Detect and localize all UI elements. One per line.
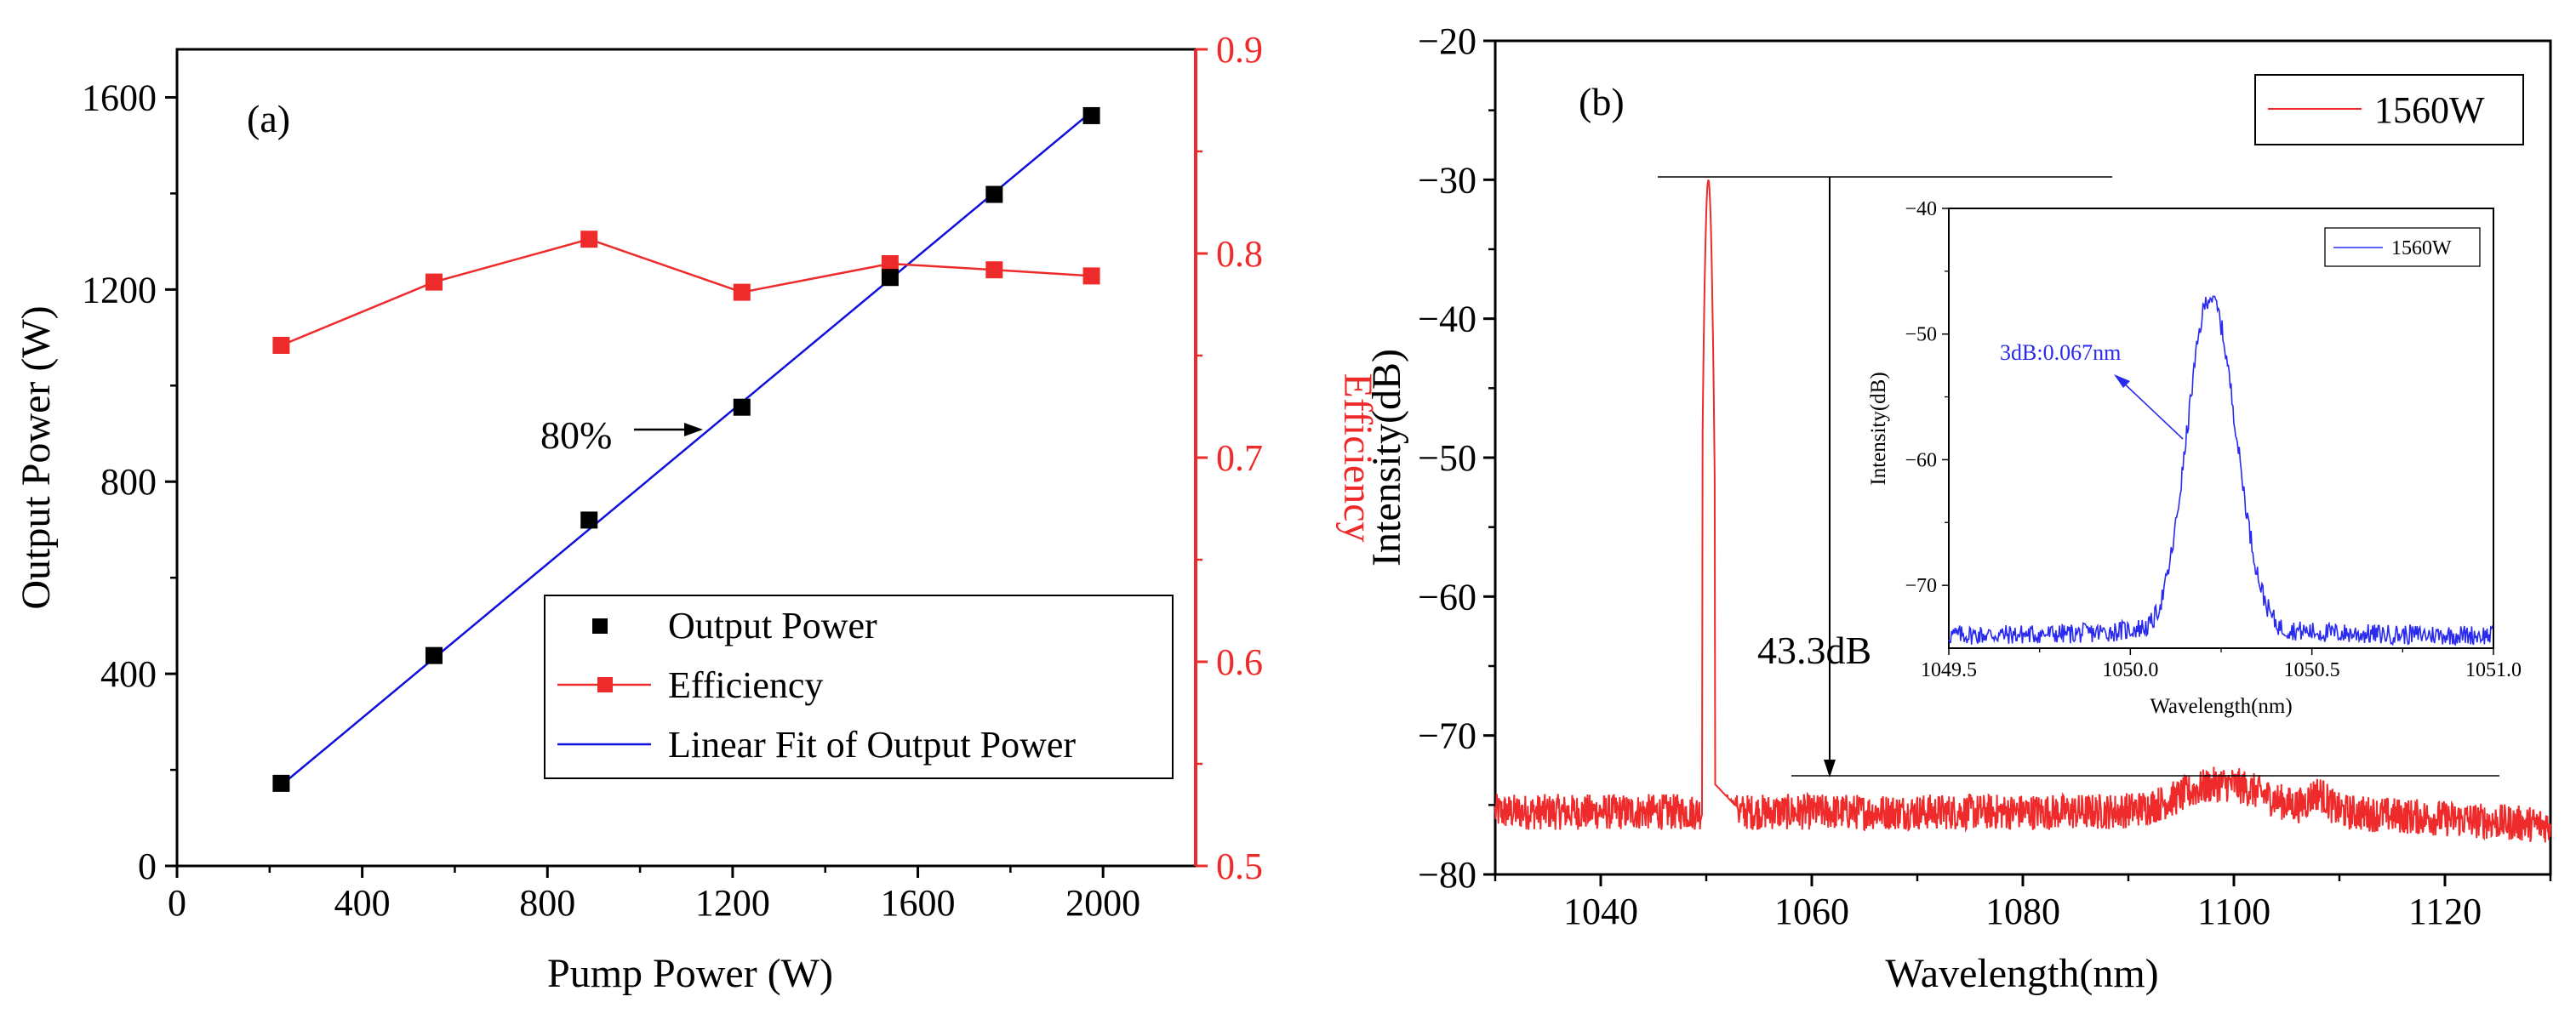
y2-tick-label: 0.9 [1216,29,1263,71]
inset-frame [1948,208,2494,649]
inset-annotation-arrow-line [2120,379,2184,440]
x-tick-label: 1080 [1985,891,2060,932]
efficiency-line [280,237,1092,347]
output-power-point [580,511,598,529]
inset-y-tick-label: −70 [1905,575,1937,597]
x-tick-label: 0 [168,882,186,924]
annotation-arrow-head [684,423,703,436]
efficiency-series [272,231,1100,354]
osnr-arrow-head [1824,760,1836,777]
panel-a-ticks: 0 400 800 1200 1600 2000 0 400 800 1200 1600 0.5 0.6… [82,29,1263,924]
y-tick-label: −60 [1418,576,1476,618]
y-tick-label: 0 [138,846,157,887]
inset-ticks: 1049.5 1050.0 1050.5 1051.0 −70 −60 −50 −40 [1905,198,2522,681]
y-tick-label: −80 [1418,854,1476,896]
x-tick-label: 400 [334,882,391,924]
inset-y-tick-label: −50 [1905,324,1937,346]
inset-y-axis-title: Intensity(dB) [1867,372,1890,485]
linear-fit-line [280,111,1093,787]
y-tick-label: 800 [100,461,157,503]
y-tick-label: −30 [1418,159,1476,201]
inset-x-axis-title: Wavelength(nm) [2150,695,2292,718]
y-tick-label: 400 [100,653,157,695]
panel-b-inset: 1049.5 1050.0 1050.5 1051.0 −70 −60 −50 −40 156… [1867,198,2522,718]
inset-spectrum-line [1948,295,2493,646]
efficiency-point [985,261,1003,279]
x-tick-label: 1600 [881,882,956,924]
panel-b-label: (b) [1579,80,1625,123]
y2-axis-title: Efficiency [1335,373,1380,542]
efficiency-point [425,273,443,291]
output-power-point [272,774,290,792]
y2-tick-label: 0.5 [1216,846,1263,887]
legend-1560w-label: 1560W [2374,89,2485,131]
legend-efficiency-label: Efficiency [668,664,823,706]
x-tick-label: 1200 [695,882,770,924]
y2-tick-label: 0.8 [1216,233,1263,275]
efficiency-point [733,283,751,301]
spectrum-1560w-line [1494,179,2551,843]
inset-legend-box [2324,227,2481,267]
y-tick-label: −20 [1418,20,1476,62]
efficiency-point [580,231,598,248]
panel-b-ticks: 1040 1060 1080 1100 1120 −80 −70 −60 −50 −40 −30 −2… [1418,20,2552,932]
y-tick-label: −70 [1418,715,1476,757]
y-axis-title: Output Power (W) [14,305,59,609]
osnr-annotation: 43.3dB [1757,629,1871,672]
y-axis-title: Intensity(dB) [1364,349,1409,567]
legend-output-power-label: Output Power [668,605,877,646]
panel-a-legend: Output Power Efficiency Linear Fit of Ou… [544,595,1174,779]
inset-x-tick-label: 1050.0 [2102,659,2158,681]
inset-y-tick-label: −60 [1905,449,1937,471]
inset-x-tick-label: 1050.5 [2284,659,2340,681]
x-tick-label: 1060 [1774,891,1849,932]
legend-efficiency-marker [597,677,613,692]
y-tick-label: −50 [1418,437,1476,479]
inset-x-tick-label: 1051.0 [2465,659,2522,681]
slope-efficiency-annotation: 80% [540,413,612,457]
y2-tick-label: 0.6 [1216,641,1263,683]
output-power-point [881,269,899,287]
y-tick-label: −40 [1418,299,1476,340]
y-tick-label: 1600 [82,77,157,118]
panel-a: 0 400 800 1200 1600 2000 0 400 800 1200 1600 0.5 0.6… [14,29,1380,996]
output-power-point [733,398,751,416]
x-tick-label: 2000 [1065,882,1140,924]
x-axis-title: Pump Power (W) [547,951,833,996]
inset-fwhm-annotation: 3dB:0.067nm [2000,340,2121,365]
y-tick-label: 1200 [82,269,157,310]
x-tick-label: 800 [519,882,575,924]
inset-x-tick-label: 1049.5 [1921,659,1977,681]
output-power-series [272,106,1100,792]
output-power-point [1082,106,1100,124]
output-power-point [425,646,443,664]
efficiency-point [272,337,290,354]
output-power-point [985,185,1003,203]
panel-b-legend: 1560W [2254,74,2524,145]
linear-fit-series [280,111,1093,787]
x-axis-title: Wavelength(nm) [1885,951,2158,996]
x-tick-label: 1120 [2408,891,2482,932]
y2-tick-label: 0.7 [1216,437,1263,479]
inset-y-tick-label: −40 [1905,198,1937,220]
legend-box [544,595,1174,779]
efficiency-point [1082,267,1100,285]
inset-legend-label: 1560W [2391,237,2452,259]
legend-linear-fit-label: Linear Fit of Output Power [668,724,1076,766]
x-tick-label: 1100 [2197,891,2270,932]
legend-output-power-marker [592,618,608,634]
inset-annotation-arrow-head [2114,374,2130,388]
x-tick-label: 1040 [1563,891,1638,932]
panel-a-label: (a) [247,97,290,140]
panel-b: 1040 1060 1080 1100 1120 −80 −70 −60 −50 −40 −30 −2… [1364,20,2552,996]
efficiency-point [881,255,899,272]
